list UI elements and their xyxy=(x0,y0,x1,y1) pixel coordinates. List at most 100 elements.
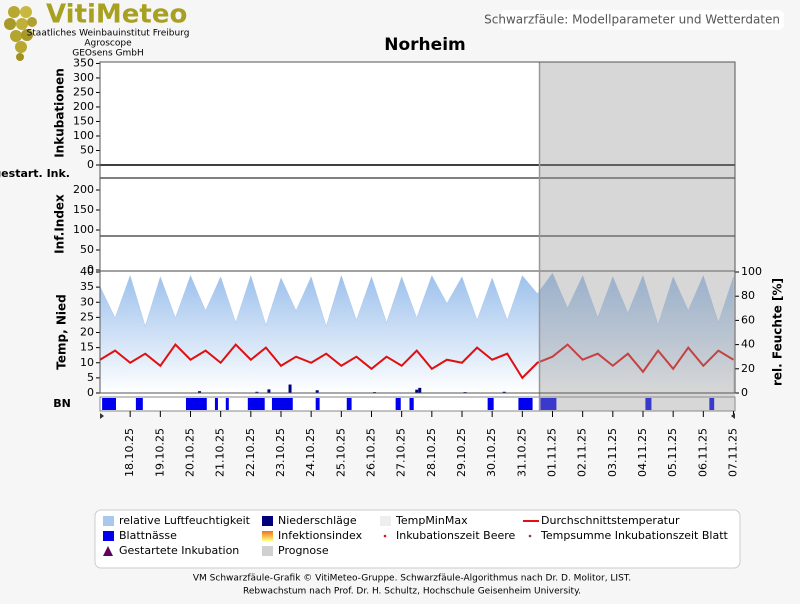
y-axis-label: rel. Feuchte [%] xyxy=(771,278,785,386)
y-tick-label: 100 xyxy=(73,223,94,236)
y2-tick-label: 100 xyxy=(741,265,762,278)
precipitation-bar xyxy=(418,387,422,393)
y-tick-label: 150 xyxy=(73,203,94,216)
precipitation-bar xyxy=(502,391,506,393)
leaf-wetness xyxy=(315,398,320,410)
legend-label: TempMinMax xyxy=(395,514,468,527)
leaf-wetness xyxy=(214,398,218,410)
logo-text: VitiMeteo xyxy=(46,0,187,30)
page-title-box xyxy=(500,10,784,30)
y-tick-label: 300 xyxy=(73,71,94,84)
leaf-wetness xyxy=(395,398,401,410)
leaf-wetness xyxy=(185,398,207,410)
legend-swatch xyxy=(383,534,387,538)
x-tick-label: 31.10.25 xyxy=(515,428,528,477)
page-title: Schwarzfäule: Modellparameter und Wetter… xyxy=(484,13,780,27)
legend-label: Gestartete Inkubation xyxy=(119,544,239,557)
y-tick-label: 100 xyxy=(73,129,94,142)
x-tick-label: 06.11.25 xyxy=(696,428,709,477)
legend-swatch xyxy=(380,516,391,526)
legend-swatch xyxy=(262,516,273,526)
leaf-wetness xyxy=(247,398,265,410)
x-tick-label: 28.10.25 xyxy=(425,428,438,477)
x-tick-label: 07.11.25 xyxy=(726,428,739,477)
y2-tick-label: 80 xyxy=(741,289,755,302)
y-tick-label: 15 xyxy=(80,341,94,354)
row-label: BN xyxy=(53,397,71,410)
leaf-wetness xyxy=(540,398,557,410)
x-tick-label: 27.10.25 xyxy=(395,428,408,477)
forecast-overlay xyxy=(539,62,735,411)
scroll-arrow xyxy=(100,413,104,419)
y-tick-label: 20 xyxy=(80,326,94,339)
leaf-wetness xyxy=(645,398,652,410)
y2-tick-label: 20 xyxy=(741,362,755,375)
x-tick-label: 26.10.25 xyxy=(364,428,377,477)
x-tick-label: 22.10.25 xyxy=(244,428,257,477)
y-tick-label: 5 xyxy=(87,371,94,384)
legend-swatch xyxy=(103,516,114,526)
x-tick-label: 02.11.25 xyxy=(576,428,589,477)
y-tick-label: 25 xyxy=(80,310,94,323)
y-tick-label: 50 xyxy=(80,143,94,156)
y2-tick-label: 40 xyxy=(741,338,755,351)
leaf-wetness xyxy=(709,398,715,410)
x-tick-label: 18.10.25 xyxy=(123,428,136,477)
temperature-line xyxy=(99,343,735,380)
scroll-arrow xyxy=(731,413,735,419)
y-tick-label: 200 xyxy=(73,183,94,196)
legend-swatch xyxy=(262,546,273,556)
y-axis-label: Temp, Nied xyxy=(55,294,69,369)
leaf-wetness xyxy=(346,398,352,410)
legend-swatch xyxy=(103,546,113,556)
precipitation-bar xyxy=(288,384,292,393)
y-tick-label: 50 xyxy=(80,243,94,256)
y-tick-label: 0 xyxy=(87,263,94,276)
precipitation-bar xyxy=(198,391,202,393)
y-tick-label: 350 xyxy=(73,56,94,69)
x-tick-label: 23.10.25 xyxy=(274,428,287,477)
y-axis-label: Inkubationen xyxy=(53,68,67,158)
legend-label: Blattnässe xyxy=(119,529,177,542)
leaf-wetness xyxy=(225,398,229,410)
y-tick-label: 10 xyxy=(80,356,94,369)
y-tick-label: 250 xyxy=(73,85,94,98)
legend-label: Prognose xyxy=(278,544,329,557)
x-tick-label: 19.10.25 xyxy=(153,428,166,477)
precipitation-bar xyxy=(267,389,271,393)
leaf-wetness xyxy=(518,398,533,410)
row-label: gestart. Ink. xyxy=(0,167,70,180)
x-tick-label: 29.10.25 xyxy=(455,428,468,477)
org-line: Staatliches Weinbauinstitut Freiburg xyxy=(27,29,190,39)
leaf-wetness xyxy=(135,398,143,410)
y2-tick-label: 60 xyxy=(741,313,755,326)
leaf-wetness xyxy=(487,398,494,410)
legend-label: Tempsumme Inkubationszeit Blatt xyxy=(540,529,729,542)
legend-label: Niederschläge xyxy=(278,514,357,527)
x-tick-label: 01.11.25 xyxy=(545,428,558,477)
legend-box xyxy=(94,509,741,569)
leaf-wetness xyxy=(409,398,414,410)
y-axis-label: Inf.Index xyxy=(53,194,67,254)
y-tick-label: 40 xyxy=(80,265,94,278)
x-tick-label: 30.10.25 xyxy=(485,428,498,477)
humidity-area xyxy=(99,272,734,394)
legend-swatch xyxy=(262,531,273,541)
legend-label: Inkubationszeit Beere xyxy=(396,529,516,542)
precipitation-bar xyxy=(255,391,259,393)
footer-line: VM Schwarzfäule-Grafik © VitiMeteo-Grupp… xyxy=(193,574,631,584)
org-line: GEOsens GmbH xyxy=(72,49,143,59)
y-tick-label: 30 xyxy=(80,295,94,308)
x-tick-label: 04.11.25 xyxy=(636,428,649,477)
org-line: Agroscope xyxy=(84,39,132,49)
precipitation-bar xyxy=(315,390,319,393)
x-tick-label: 03.11.25 xyxy=(606,428,619,477)
y-tick-label: 150 xyxy=(73,114,94,127)
y2-tick-label: 0 xyxy=(741,386,748,399)
plot-frame xyxy=(99,61,736,394)
x-tick-label: 20.10.25 xyxy=(183,428,196,477)
x-tick-label: 21.10.25 xyxy=(214,428,227,477)
y-tick-label: 0 xyxy=(87,386,94,399)
footer-line: Rebwachstum nach Prof. Dr. H. Schultz, H… xyxy=(243,587,581,597)
